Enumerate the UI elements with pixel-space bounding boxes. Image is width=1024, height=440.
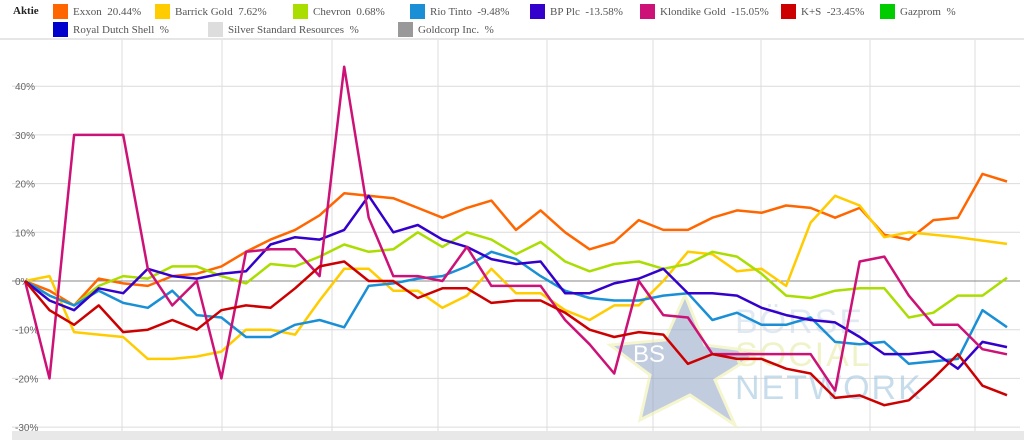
legend-label: Klondike Gold	[660, 5, 726, 18]
x-axis-bar	[12, 431, 1024, 440]
legend-item[interactable]: Rio Tinto -9.48%	[410, 4, 509, 19]
legend-item[interactable]: Royal Dutch Shell %	[53, 22, 169, 37]
legend-change: %	[484, 23, 494, 36]
legend-change: -23.45%	[826, 5, 865, 18]
legend-item[interactable]: Klondike Gold -15.05%	[640, 4, 769, 19]
series-line-bp-plc[interactable]	[24, 194, 1008, 370]
legend-item[interactable]: Silver Standard Resources %	[208, 22, 359, 37]
y-tick-label: -10%	[15, 326, 38, 337]
y-tick-label: 30%	[15, 131, 35, 142]
legend-swatch	[53, 4, 68, 19]
legend-item[interactable]: Exxon 20.44%	[53, 4, 141, 19]
series-line-klondike-gold[interactable]	[23, 65, 1008, 392]
legend-label: Silver Standard Resources	[228, 23, 345, 36]
series-line-chevron[interactable]	[24, 231, 1008, 319]
series-line-k-s[interactable]	[24, 260, 1008, 407]
legend-label: Barrick Gold	[175, 5, 233, 18]
legend-swatch	[398, 22, 413, 37]
legend-swatch	[53, 22, 68, 37]
legend-swatch	[155, 4, 170, 19]
legend-change: 0.68%	[356, 5, 385, 18]
legend-label: Rio Tinto	[430, 5, 472, 18]
legend-swatch	[880, 4, 895, 19]
legend-label: Gazprom	[900, 5, 941, 18]
series-line-barrick-gold[interactable]	[24, 194, 1008, 361]
legend-label: Exxon	[73, 5, 102, 18]
legend: Aktie Exxon 20.44% Barrick Gold 7.62% Chev…	[0, 0, 1024, 40]
y-tick-label: -20%	[15, 374, 38, 385]
legend-title: Aktie	[13, 5, 39, 17]
legend-swatch	[781, 4, 796, 19]
legend-change: %	[159, 23, 169, 36]
svg-text:NETWORK: NETWORK	[735, 369, 923, 407]
legend-change: -15.05%	[731, 5, 769, 18]
legend-swatch	[293, 4, 308, 19]
legend-label: BP Plc	[550, 5, 580, 18]
legend-swatch	[208, 22, 223, 37]
legend-item[interactable]: Gazprom %	[880, 4, 956, 19]
legend-item[interactable]: Goldcorp Inc. %	[398, 22, 494, 37]
legend-change: %	[946, 5, 956, 18]
legend-label: K+S	[801, 5, 822, 18]
legend-change: 7.62%	[238, 5, 267, 18]
legend-change: 20.44%	[107, 5, 142, 18]
y-tick-label: 40%	[15, 82, 35, 93]
legend-item[interactable]: Barrick Gold 7.62%	[155, 4, 267, 19]
legend-item[interactable]: BP Plc -13.58%	[530, 4, 623, 19]
legend-label: Goldcorp Inc.	[418, 23, 480, 36]
legend-swatch	[640, 4, 655, 19]
y-tick-label: 0%	[15, 277, 30, 288]
legend-swatch	[530, 4, 545, 19]
legend-change: -13.58%	[585, 5, 623, 18]
legend-item[interactable]: Chevron 0.68%	[293, 4, 385, 19]
series-line-exxon[interactable]	[24, 172, 1008, 307]
legend-label: Royal Dutch Shell	[73, 23, 155, 36]
legend-swatch	[410, 4, 425, 19]
legend-change: %	[349, 23, 359, 36]
legend-change: -9.48%	[477, 5, 510, 18]
legend-item[interactable]: K+S -23.45%	[781, 4, 864, 19]
legend-label: Chevron	[313, 5, 351, 18]
y-tick-label: 20%	[15, 180, 35, 191]
y-tick-label: -30%	[15, 423, 38, 434]
svg-text:BS: BS	[633, 341, 665, 368]
y-tick-label: 10%	[15, 228, 35, 239]
